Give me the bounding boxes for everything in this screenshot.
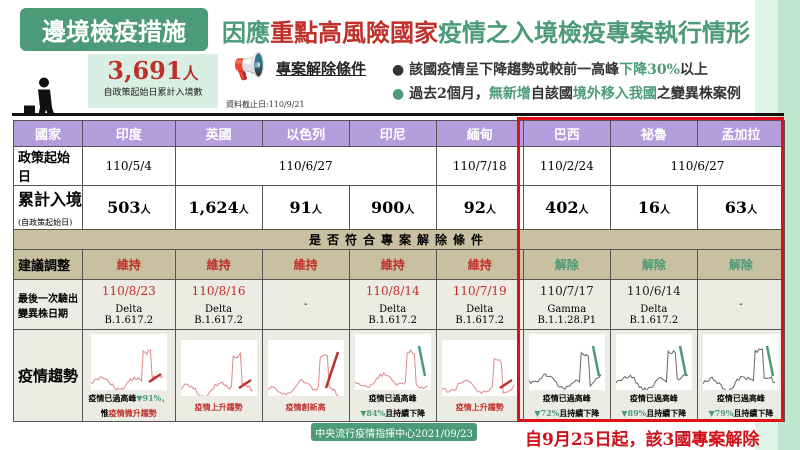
trend-sparkline: [181, 340, 257, 396]
trend-down-arrow-icon: [419, 346, 425, 376]
trend-sparkline: [355, 334, 431, 390]
last-variant: -: [262, 280, 349, 330]
cumulative-count: 92人: [436, 186, 523, 230]
page-title: 因應重點高風險國家疫情之入境檢疫專案執行情形: [222, 13, 750, 48]
suggestion: 維持: [83, 250, 176, 280]
header-country: 緬甸: [436, 121, 523, 147]
row-label: 最後一次驗出變異株日期: [14, 280, 83, 330]
source-label: 中央流行疫情指揮中心2021/09/23: [311, 423, 477, 441]
section-badge: 邊境檢疫措施: [20, 8, 208, 51]
row-label: 建議調整: [14, 250, 83, 280]
suggestion: 維持: [436, 250, 523, 280]
suggestion: 維持: [175, 250, 262, 280]
cumulative-count: 900人: [349, 186, 436, 230]
trend-cell: 疫情上升趨勢: [436, 330, 523, 422]
trend-cell: 疫情已過高峰▼91%， 惟疫情微升趨勢: [83, 330, 176, 422]
last-variant: 110/8/16 Delta B.1.617.2: [175, 280, 262, 330]
header-country: 以色列: [262, 121, 349, 147]
total-count: 3,691: [107, 56, 182, 85]
cumulative-count: 503人: [83, 186, 176, 230]
suggestion: 維持: [349, 250, 436, 280]
row-label: 疫情趨勢: [14, 330, 83, 422]
cumulative-count: 1,624人: [175, 186, 262, 230]
last-variant: 110/8/14 Delta B.1.617.2: [349, 280, 436, 330]
header-country: 印尼: [349, 121, 436, 147]
last-variant: 110/7/19 Delta B.1.617.2: [436, 280, 523, 330]
lifted-countries-highlight: [517, 117, 784, 422]
trend-sparkline: [442, 340, 518, 396]
row-label: 政策起始日: [14, 147, 83, 186]
condition-item: ● 該國疫情呈下降趨勢或較前一高峰下降30%以上: [392, 59, 708, 79]
megaphone-icon: 📢: [233, 52, 265, 82]
trend-cell: 疫情創新高: [262, 330, 349, 422]
header-country: 印度: [83, 121, 176, 147]
trend-up-arrow-icon: [149, 374, 161, 382]
condition-item: ● 過去2個月，無新增自該國境外移入我國之變異株案例: [392, 83, 741, 103]
trend-cell: 疫情已過高峰 ▼84%且持續下降: [349, 330, 436, 422]
last-variant: 110/8/23 Delta B.1.617.2: [83, 280, 176, 330]
policy-start: 110/6/27: [175, 147, 436, 186]
trend-sparkline: [91, 334, 167, 390]
conditions-title: 專案解除條件: [276, 58, 366, 79]
policy-start: 110/5/4: [83, 147, 176, 186]
cumulative-count: 91人: [262, 186, 349, 230]
trend-up-arrow-icon: [500, 380, 512, 388]
divider: [12, 113, 784, 116]
lift-note: 自9月25日起，該3國專案解除: [525, 425, 759, 450]
header-country: 國家: [14, 121, 83, 147]
row-label: 累計入境 (自政策起始日): [14, 186, 83, 230]
policy-start: 110/7/18: [436, 147, 523, 186]
traveler-icon: [16, 65, 66, 115]
trend-cell: 疫情上升趨勢: [175, 330, 262, 422]
data-date: 資料截止日:110/9/21: [226, 99, 305, 110]
suggestion: 維持: [262, 250, 349, 280]
cumulative-count-box: 3,691人 自政策起始日累計入境數: [88, 54, 218, 108]
trend-sparkline: [268, 340, 344, 396]
header-country: 英國: [175, 121, 262, 147]
